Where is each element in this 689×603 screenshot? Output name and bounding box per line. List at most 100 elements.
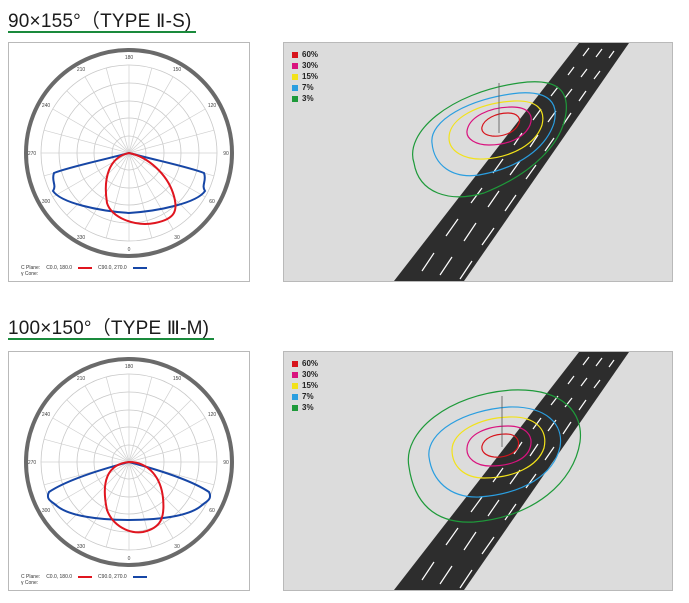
legend-gamma-label: γ Cone:: [21, 580, 39, 586]
grid-spoke: [84, 152, 130, 230]
grid-spoke: [128, 417, 206, 463]
diagram-section-2: 100×150°（TYPE Ⅲ-M) 180 150 120 90 60 30: [0, 305, 689, 603]
contour-60pct: [481, 433, 520, 458]
polar-diagram: 180 150 120 90 60 30 0 330 300 270 240 2…: [24, 357, 234, 567]
legend-label: 7%: [302, 83, 314, 92]
outer-ring: [24, 357, 234, 567]
angle-label: 60: [209, 508, 215, 514]
grid-spokes: [41, 65, 217, 241]
legend-label: 60%: [302, 359, 319, 368]
grid-spoke: [66, 399, 130, 463]
legend-line-blue: [132, 576, 147, 578]
contour-30pct: [466, 425, 532, 467]
grid-spoke: [84, 76, 130, 154]
contour-7pct: [431, 92, 556, 177]
series-c0-curve: [104, 151, 177, 225]
angle-label: 210: [77, 67, 86, 73]
isolux-legend: 60% 30% 15% 7% 3%: [292, 49, 318, 104]
legend-item: 15%: [292, 380, 318, 391]
legend-item: 60%: [292, 49, 318, 60]
series-c90-curve: [51, 151, 207, 215]
angle-label: 330: [77, 235, 86, 241]
legend-item: 30%: [292, 60, 318, 71]
grid-spoke: [105, 376, 130, 463]
grid-spoke: [128, 152, 206, 198]
grid-spoke: [84, 385, 130, 463]
angle-label: 180: [125, 364, 134, 370]
grid-spoke: [128, 461, 206, 507]
grid-spoke: [128, 461, 174, 539]
grid-spoke: [105, 461, 130, 548]
polar-legend: C Plane: C0.0, 180.0 C90.0, 270.0 γ Cone…: [21, 574, 147, 586]
grid-spoke: [128, 90, 192, 154]
angle-label: 210: [77, 376, 86, 382]
legend-item: 60%: [292, 358, 318, 369]
legend-label: 30%: [302, 370, 319, 379]
legend-series-name: C90.0, 270.0: [98, 574, 127, 580]
grid-spoke: [128, 108, 206, 154]
angle-label: 240: [42, 412, 51, 418]
legend-line-blue: [132, 267, 147, 269]
angle-label: 240: [42, 103, 51, 109]
polar-grid: 180 150 120 90 60 30 0 330 300 270 240 2…: [24, 48, 234, 258]
contour-30pct: [466, 106, 532, 146]
contour-15pct: [451, 416, 546, 479]
contour-7pct: [428, 406, 562, 498]
contour-60pct: [481, 112, 521, 137]
grid-spoke: [105, 152, 130, 239]
angle-label: 120: [208, 412, 217, 418]
legend-label: 3%: [302, 94, 314, 103]
legend-label: 7%: [302, 392, 314, 401]
title-underline: [8, 31, 196, 33]
legend-series-name: C90.0, 270.0: [98, 265, 127, 271]
angle-labels: 180 150 120 90 60 30 0 330 300 270 240 2…: [28, 55, 229, 253]
grid-spoke: [52, 461, 130, 507]
angle-label: 120: [208, 103, 217, 109]
polar-diagram-panel: 180 150 120 90 60 30 0 330 300 270 240 2…: [8, 351, 250, 591]
title-underline: [8, 338, 214, 340]
angle-label: 90: [223, 460, 229, 466]
legend-swatch: [292, 62, 298, 69]
legend-label: 30%: [302, 61, 319, 70]
angle-label: 30: [174, 544, 180, 550]
polar-legend: C Plane: C0.0, 180.0 C90.0, 270.0 γ Cone…: [21, 265, 147, 277]
grid-spoke: [52, 152, 130, 198]
isolux-road-diagram: [394, 352, 629, 590]
angle-label: 270: [28, 151, 37, 157]
road-surface: [394, 352, 629, 590]
diagram-section-1: 90×155°（TYPE Ⅱ-S) 180 150 120 90 60 30: [0, 0, 689, 290]
legend-label: 15%: [302, 72, 319, 81]
isolux-road-panel: 60% 30% 15% 7% 3%: [283, 351, 673, 591]
series-c0-curve: [103, 460, 165, 534]
angle-label: 300: [42, 508, 51, 514]
series-c90-curve: [47, 460, 211, 522]
grid-spoke: [128, 438, 215, 463]
angle-label: 180: [125, 55, 134, 61]
legend-swatch: [292, 360, 298, 367]
polar-grid: 180 150 120 90 60 30 0 330 300 270 240 2…: [24, 357, 234, 567]
legend-item: 3%: [292, 402, 318, 413]
legend-plane-label: C Plane:: [21, 265, 41, 271]
grid-spoke: [84, 461, 130, 539]
legend-line-red: [78, 267, 93, 269]
legend-swatch: [292, 393, 298, 400]
grid-spoke: [128, 385, 174, 463]
legend-label: 15%: [302, 381, 319, 390]
polar-diagram-panel: 180 150 120 90 60 30 0 330 300 270 240 2…: [8, 42, 250, 282]
isolux-legend: 60% 30% 15% 7% 3%: [292, 358, 318, 413]
legend-swatch: [292, 404, 298, 411]
grid-spoke: [128, 461, 153, 548]
legend-label: 3%: [302, 403, 314, 412]
legend-item: 3%: [292, 93, 318, 104]
grid-spoke: [43, 438, 130, 463]
legend-swatch: [292, 371, 298, 378]
angle-label: 0: [128, 556, 131, 562]
angle-label: 0: [128, 247, 131, 253]
grid-spoke: [128, 152, 192, 216]
grid-spoke: [52, 417, 130, 463]
grid-spoke: [128, 376, 153, 463]
contour-15pct: [448, 100, 544, 160]
angle-label: 90: [223, 151, 229, 157]
legend-series-name: C0.0, 180.0: [46, 265, 73, 271]
grid-spoke: [66, 90, 130, 154]
